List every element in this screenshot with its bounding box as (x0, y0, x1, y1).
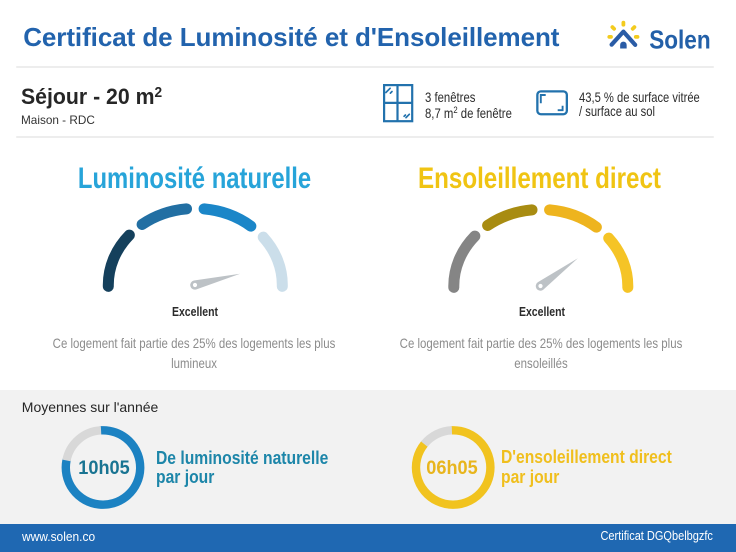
svg-text:Solen: Solen (649, 26, 710, 55)
